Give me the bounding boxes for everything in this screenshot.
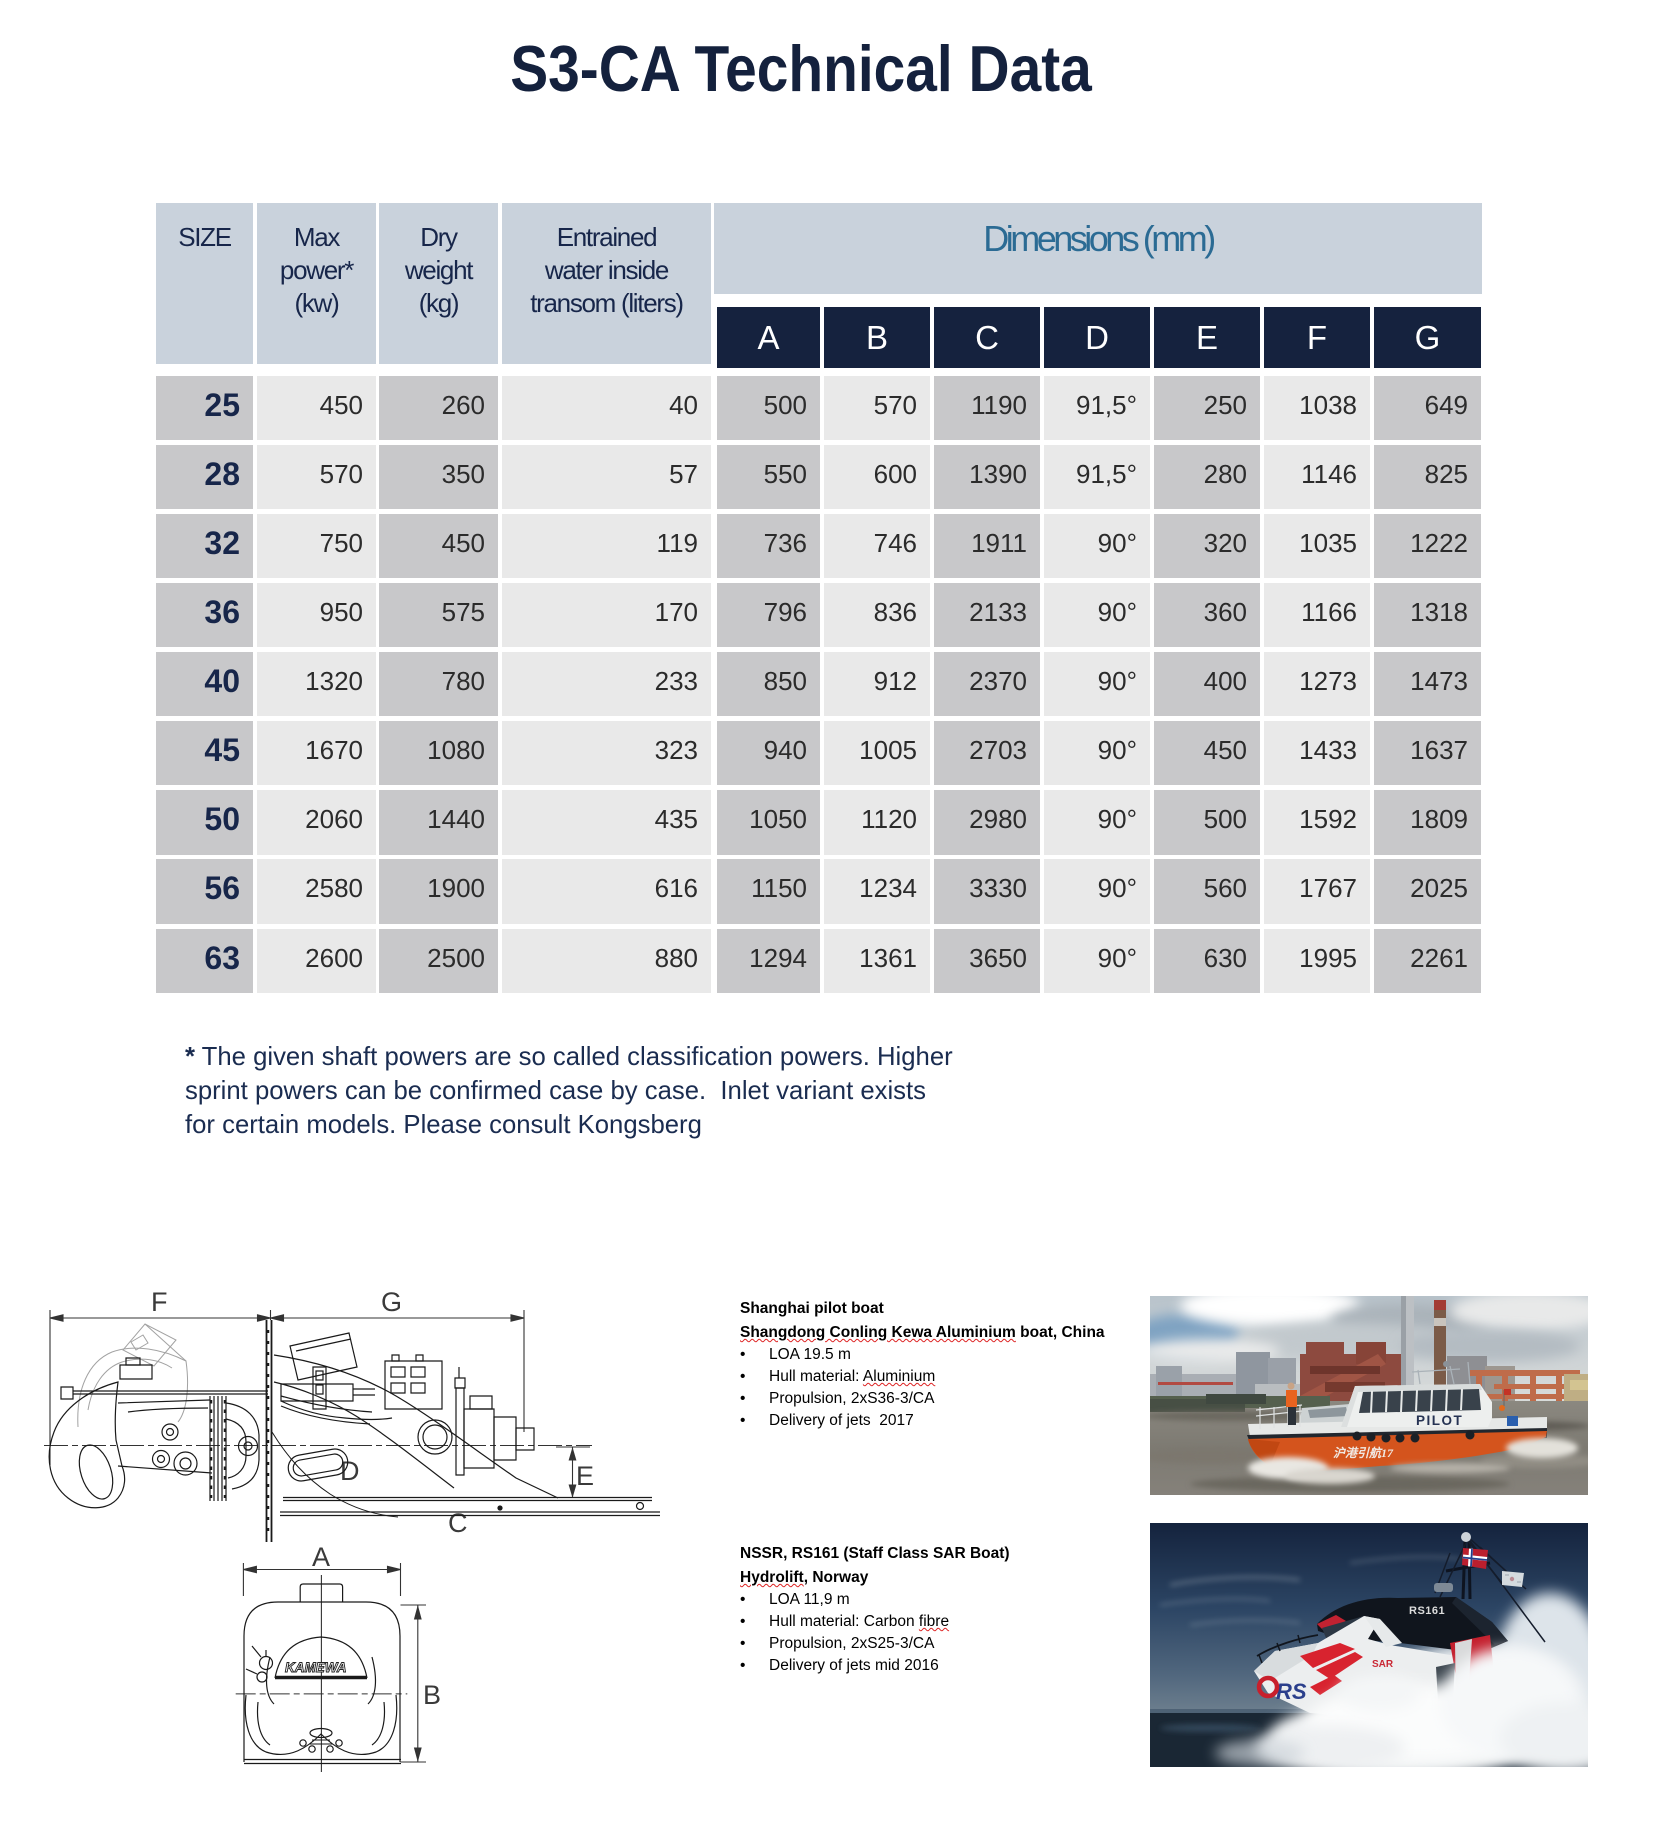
svg-text:沪港引航17: 沪港引航17 (1333, 1446, 1394, 1460)
svg-text:D: D (340, 1456, 360, 1486)
svg-text:RS: RS (1276, 1679, 1307, 1704)
svg-text:F: F (151, 1287, 168, 1317)
svg-text:A: A (312, 1542, 330, 1572)
svg-text:E: E (576, 1461, 594, 1491)
svg-text:PILOT: PILOT (1416, 1413, 1463, 1428)
svg-text:KAMEWA: KAMEWA (285, 1660, 347, 1675)
svg-text:SAR: SAR (1372, 1659, 1394, 1670)
svg-text:B: B (423, 1680, 441, 1710)
svg-text:RS161: RS161 (1409, 1605, 1445, 1617)
svg-text:G: G (381, 1287, 402, 1317)
